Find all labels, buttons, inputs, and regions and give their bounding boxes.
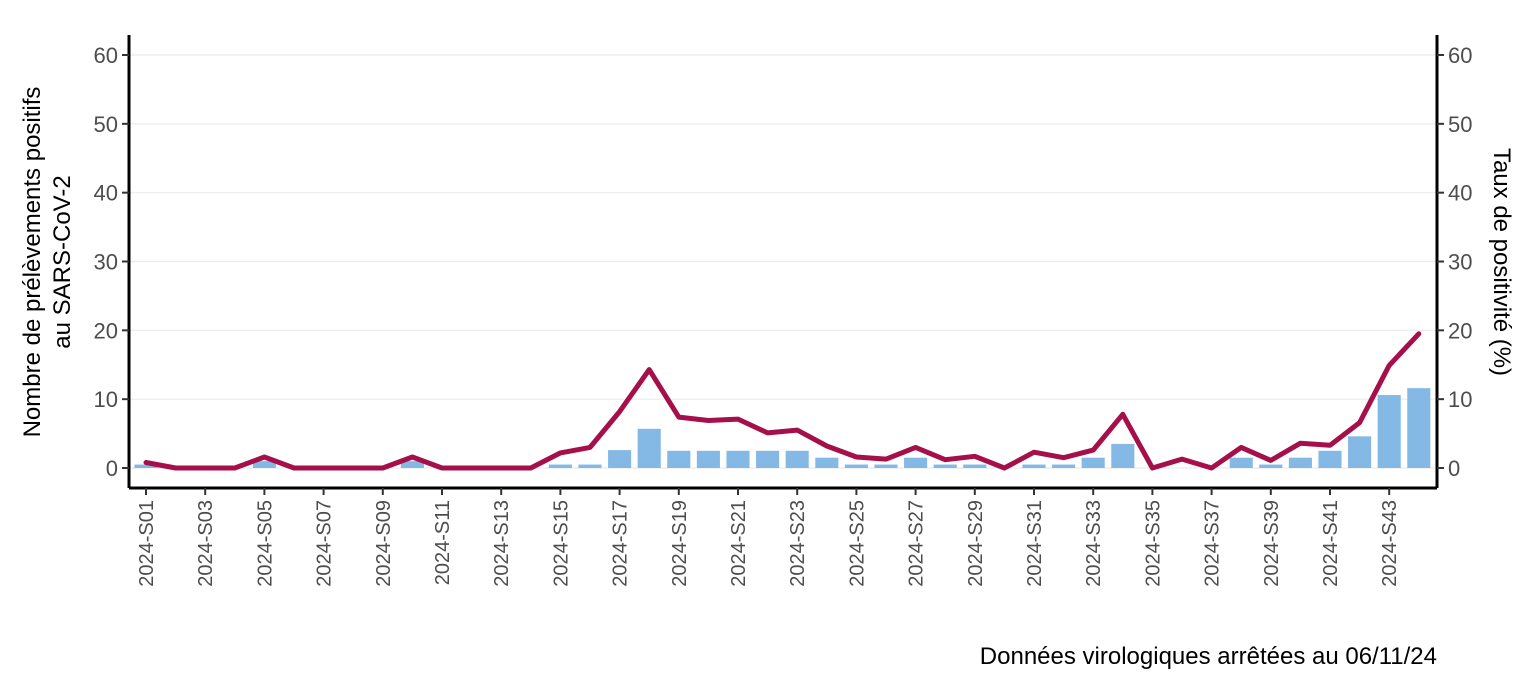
bar bbox=[874, 464, 898, 468]
bar bbox=[726, 450, 750, 468]
y-tick-label: 50 bbox=[94, 112, 118, 137]
x-tick-label: 2024-S01 bbox=[136, 500, 158, 587]
x-tick-label: 2024-S37 bbox=[1202, 500, 1224, 587]
right-y-ticks: 0 10 20 30 40 50 60 bbox=[1437, 43, 1472, 481]
bar bbox=[1318, 450, 1342, 468]
bar bbox=[1052, 464, 1076, 468]
bar bbox=[933, 464, 957, 468]
bar bbox=[1288, 457, 1312, 468]
x-tick-label: 2024-S31 bbox=[1024, 500, 1046, 587]
bar bbox=[904, 457, 928, 468]
y-tick-label: 60 bbox=[94, 43, 118, 68]
left-y-ticks: 0 10 20 30 40 50 60 bbox=[94, 43, 129, 481]
bar bbox=[696, 450, 720, 468]
x-tick-label: 2024-S07 bbox=[314, 500, 336, 587]
y-axis-title-line2: au SARS-CoV-2 bbox=[49, 175, 76, 348]
y2-tick-label: 10 bbox=[1448, 387, 1472, 412]
bar bbox=[963, 464, 987, 468]
gridlines bbox=[129, 54, 1437, 469]
y2-tick-label: 20 bbox=[1448, 318, 1472, 343]
x-tick-label: 2024-S29 bbox=[965, 500, 987, 587]
x-ticks: 2024-S01 2024-S03 2024-S05 2024-S07 2024-S09… bbox=[136, 488, 1401, 587]
bar bbox=[1229, 457, 1253, 468]
bar bbox=[134, 464, 158, 468]
x-tick-label: 2024-S17 bbox=[610, 500, 632, 587]
bar bbox=[1022, 464, 1046, 468]
x-tick-label: 2024-S05 bbox=[254, 500, 276, 587]
bar bbox=[667, 450, 691, 468]
bar bbox=[637, 428, 661, 468]
positivity-line bbox=[143, 331, 1422, 471]
y-axis-title-line1: Nombre de prélèvements positifs bbox=[19, 87, 46, 438]
x-tick-label: 2024-S43 bbox=[1379, 500, 1401, 587]
bar bbox=[1259, 464, 1283, 468]
x-tick-label: 2024-S15 bbox=[550, 500, 572, 587]
x-tick-label: 2024-S33 bbox=[1083, 500, 1105, 587]
bar-series bbox=[134, 388, 1431, 468]
y2-tick-label: 0 bbox=[1448, 456, 1460, 481]
bar bbox=[815, 457, 839, 468]
x-tick-label: 2024-S39 bbox=[1261, 500, 1283, 587]
bar bbox=[548, 464, 572, 468]
bar bbox=[400, 461, 424, 468]
line-series bbox=[143, 331, 1422, 471]
bar bbox=[756, 450, 780, 468]
bar bbox=[844, 464, 868, 468]
bar bbox=[1348, 436, 1372, 468]
x-tick-label: 2024-S09 bbox=[373, 500, 395, 587]
bar bbox=[578, 464, 602, 468]
x-tick-label: 2024-S21 bbox=[728, 500, 750, 587]
y-tick-label: 20 bbox=[94, 318, 118, 343]
y2-tick-label: 40 bbox=[1448, 181, 1472, 206]
bar bbox=[785, 450, 809, 468]
y-tick-label: 10 bbox=[94, 387, 118, 412]
y2-axis-title: Taux de positivité (%) bbox=[1488, 148, 1515, 376]
bar bbox=[252, 461, 276, 468]
x-tick-label: 2024-S41 bbox=[1320, 500, 1342, 587]
y2-tick-label: 50 bbox=[1448, 112, 1472, 137]
bar bbox=[608, 450, 632, 468]
x-tick-label: 2024-S19 bbox=[669, 500, 691, 587]
y2-tick-label: 30 bbox=[1448, 250, 1472, 275]
x-tick-label: 2024-S27 bbox=[906, 500, 928, 587]
x-tick-label: 2024-S11 bbox=[432, 500, 454, 585]
x-tick-label: 2024-S35 bbox=[1142, 500, 1164, 587]
x-tick-label: 2024-S03 bbox=[195, 500, 217, 587]
y-tick-label: 40 bbox=[94, 181, 118, 206]
bar bbox=[1407, 388, 1431, 468]
y-tick-label: 0 bbox=[106, 456, 118, 481]
x-tick-label: 2024-S23 bbox=[787, 500, 809, 587]
y-tick-label: 30 bbox=[94, 250, 118, 275]
x-tick-label: 2024-S13 bbox=[491, 500, 513, 587]
data-caption: Données virologiques arrêtées au 06/11/2… bbox=[980, 643, 1437, 670]
x-tick-label: 2024-S25 bbox=[846, 500, 868, 587]
bar bbox=[1377, 395, 1401, 468]
y2-tick-label: 60 bbox=[1448, 43, 1472, 68]
bar bbox=[1081, 457, 1105, 468]
bar bbox=[1111, 443, 1135, 468]
